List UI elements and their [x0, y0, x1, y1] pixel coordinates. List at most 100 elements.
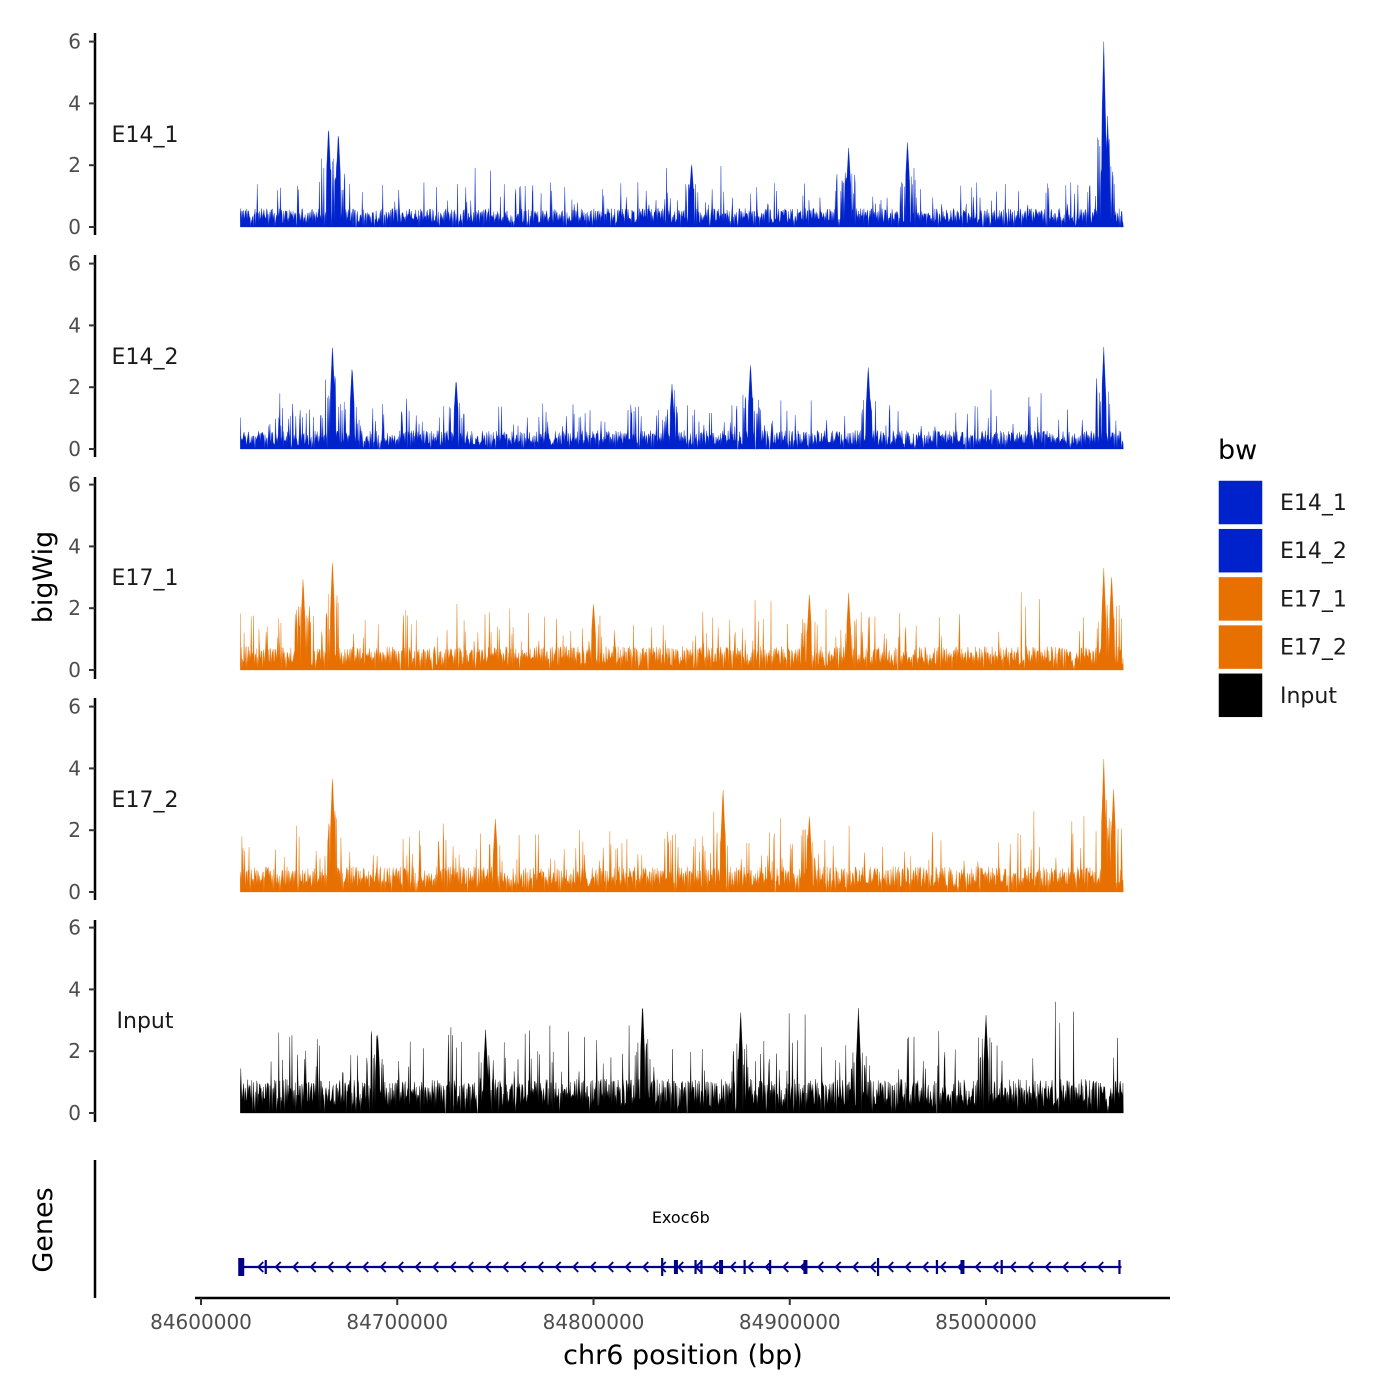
legend-item-E14_1: E14_1	[1217, 479, 1347, 526]
legend: bw E14_1 E14_2 E17_1 E17_2 Input	[1217, 435, 1347, 719]
strand-arrow	[676, 1261, 684, 1273]
x-tick-label: 84700000	[346, 1310, 448, 1334]
strand-arrow	[904, 1261, 912, 1273]
x-tick-label: 84600000	[150, 1310, 252, 1334]
strand-arrow	[414, 1261, 422, 1273]
strand-arrow	[624, 1261, 632, 1273]
exon	[1118, 1260, 1121, 1274]
strand-arrow	[729, 1261, 737, 1273]
coverage-area-Input	[240, 1001, 1124, 1114]
strand-arrow	[431, 1261, 439, 1273]
exon	[1000, 1260, 1003, 1274]
legend-item-E17_2: E17_2	[1217, 623, 1347, 671]
strand-arrow	[466, 1261, 474, 1273]
exon	[743, 1260, 746, 1274]
coverage-area-E17_2	[240, 759, 1124, 893]
y-tick-label: 0	[68, 1101, 81, 1125]
strand-arrow	[851, 1261, 859, 1273]
y-tick-label: 0	[68, 437, 81, 461]
track-E17_1: 0 2 4 6 E17_1	[68, 473, 1124, 682]
y-tick-label: 2	[68, 153, 81, 177]
strand-arrow	[519, 1261, 527, 1273]
legend-swatch	[1217, 623, 1264, 671]
legend-label: E17_2	[1280, 636, 1347, 661]
strand-arrow	[746, 1261, 754, 1273]
exon	[238, 1258, 245, 1276]
y-tick-label: 0	[68, 880, 81, 904]
y-tick-label: 6	[68, 695, 81, 719]
strand-arrow	[554, 1261, 562, 1273]
exon	[719, 1260, 724, 1274]
coverage-tracks: 0 2 4 6 E14_1 0 2 4 6 E14_2 0 2 4 6 E17_1 0 2 4 6 E17_2 0 2 4 6…	[68, 30, 1124, 1125]
y-tick-label: 6	[68, 252, 81, 276]
x-tick-label: 84900000	[739, 1310, 841, 1334]
genes-track-title: Genes	[28, 1187, 59, 1272]
exon	[700, 1260, 703, 1274]
y-tick-label: 4	[68, 313, 81, 337]
exon	[876, 1258, 880, 1276]
strand-arrow	[781, 1261, 789, 1273]
strand-arrow	[501, 1261, 509, 1273]
y-tick-label: 2	[68, 596, 81, 620]
legend-item-Input: Input	[1217, 672, 1337, 719]
strand-arrow	[1079, 1261, 1087, 1273]
strand-arrow	[659, 1261, 667, 1273]
exon	[661, 1258, 664, 1276]
legend-swatch	[1217, 672, 1264, 719]
exon	[673, 1260, 678, 1274]
legend-swatch	[1217, 479, 1264, 526]
strand-arrow	[309, 1261, 317, 1273]
strand-arrow	[641, 1261, 649, 1273]
coverage-area-E14_1	[240, 41, 1124, 228]
strand-arrow	[869, 1261, 877, 1273]
y-tick-label: 4	[68, 534, 81, 558]
gene-track: Exoc6b	[93, 1160, 1122, 1298]
legend-swatch	[1217, 527, 1264, 574]
strand-arrow	[711, 1261, 719, 1273]
track-label: E17_2	[112, 788, 179, 813]
strand-arrow	[1009, 1261, 1017, 1273]
strand-arrow	[344, 1261, 352, 1273]
exon	[960, 1260, 965, 1274]
y-tick-label: 0	[68, 215, 81, 239]
strand-arrow	[589, 1261, 597, 1273]
x-axis-title: chr6 position (bp)	[563, 1340, 803, 1371]
exon	[935, 1260, 939, 1274]
y-tick-label: 4	[68, 977, 81, 1001]
strand-arrow	[886, 1261, 894, 1273]
strand-arrow	[484, 1261, 492, 1273]
legend-item-E14_2: E14_2	[1217, 527, 1347, 574]
y-tick-label: 6	[68, 916, 81, 940]
strand-arrow	[1096, 1261, 1104, 1273]
strand-arrow	[571, 1261, 579, 1273]
y-axis-title: bigWig	[28, 531, 59, 624]
gene-label: Exoc6b	[652, 1208, 710, 1227]
strand-arrow	[291, 1261, 299, 1273]
legend-title: bw	[1218, 435, 1257, 466]
strand-arrow	[449, 1261, 457, 1273]
y-tick-label: 6	[68, 30, 81, 54]
x-tick-label: 85000000	[935, 1310, 1037, 1334]
legend-swatch	[1217, 575, 1264, 623]
legend-label: E17_1	[1280, 587, 1347, 612]
strand-arrow	[361, 1261, 369, 1273]
track-label: E14_2	[112, 345, 179, 370]
x-axis: 84600000 84700000 84800000 84900000 85000000	[150, 1296, 1170, 1334]
strand-arrow	[1026, 1261, 1034, 1273]
x-tick-label: 84800000	[543, 1310, 645, 1334]
y-tick-label: 4	[68, 91, 81, 115]
exon	[769, 1260, 772, 1274]
strand-arrow	[396, 1261, 404, 1273]
y-tick-label: 0	[68, 658, 81, 682]
strand-arrow	[974, 1261, 982, 1273]
y-tick-label: 6	[68, 473, 81, 497]
strand-arrow	[921, 1261, 929, 1273]
legend-label: Input	[1280, 684, 1337, 709]
strand-arrow	[536, 1261, 544, 1273]
exon	[803, 1260, 808, 1274]
strand-arrow	[606, 1261, 614, 1273]
strand-arrow	[379, 1261, 387, 1273]
legend-label: E14_1	[1280, 491, 1347, 516]
